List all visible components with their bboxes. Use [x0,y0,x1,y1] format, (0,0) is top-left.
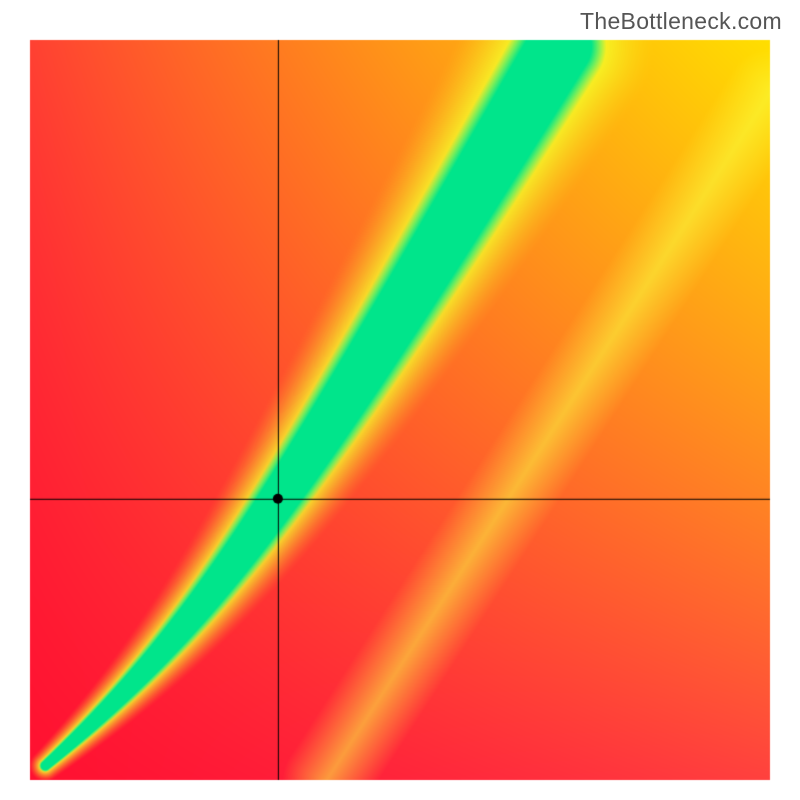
watermark-text: TheBottleneck.com [580,8,782,35]
heatmap-canvas [0,0,800,800]
bottleneck-heatmap: TheBottleneck.com [0,0,800,800]
